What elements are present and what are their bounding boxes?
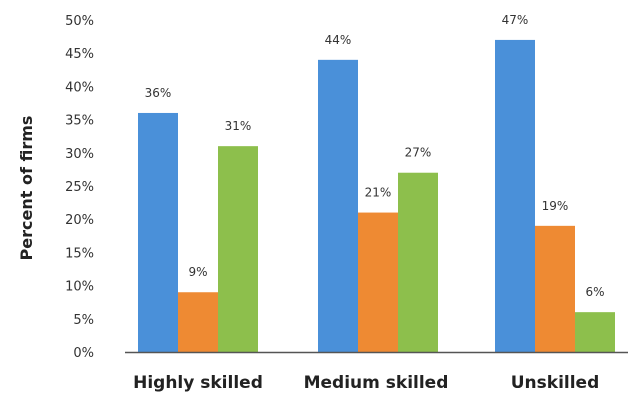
data-label: 31% [225, 119, 252, 133]
data-label: 47% [502, 13, 529, 27]
y-tick-label: 0% [73, 346, 94, 361]
y-tick-label: 45% [65, 47, 94, 62]
category-label: Medium skilled [304, 373, 449, 393]
y-tick-label: 25% [65, 180, 94, 195]
data-label: 9% [188, 265, 207, 279]
bar [495, 39, 535, 353]
y-tick-label: 20% [65, 213, 94, 228]
y-tick-label: 40% [65, 80, 94, 95]
bar [398, 172, 438, 352]
y-tick-label: 50% [65, 14, 94, 29]
bar [318, 59, 358, 353]
data-labels: 36% 9% 31% 44% 21% 27% 47% 19% 6% [145, 13, 605, 299]
y-tick-label: 15% [65, 246, 94, 261]
bar [218, 146, 258, 352]
data-label: 6% [585, 285, 604, 299]
y-tick-label: 10% [65, 280, 94, 295]
data-label: 27% [405, 146, 432, 160]
category-label: Highly skilled [133, 373, 263, 393]
y-axis-label: Percent of firms [17, 116, 36, 261]
category-labels: Highly skilled Medium skilled Unskilled [133, 373, 599, 393]
y-tick-label: 5% [73, 313, 94, 328]
bar [535, 225, 575, 352]
y-tick-label: 30% [65, 147, 94, 162]
bar [575, 312, 615, 352]
y-tick-label: 35% [65, 114, 94, 129]
data-label: 19% [542, 199, 569, 213]
bar [358, 212, 398, 352]
y-axis-ticks: 0% 5% 10% 15% 20% 25% 30% 35% 40% 45% 50% [65, 14, 94, 361]
bars [138, 39, 615, 353]
data-label: 44% [325, 33, 352, 47]
category-label: Unskilled [511, 373, 600, 393]
data-label: 21% [365, 186, 392, 200]
data-label: 36% [145, 86, 172, 100]
bar [138, 112, 178, 353]
bar [178, 292, 218, 352]
